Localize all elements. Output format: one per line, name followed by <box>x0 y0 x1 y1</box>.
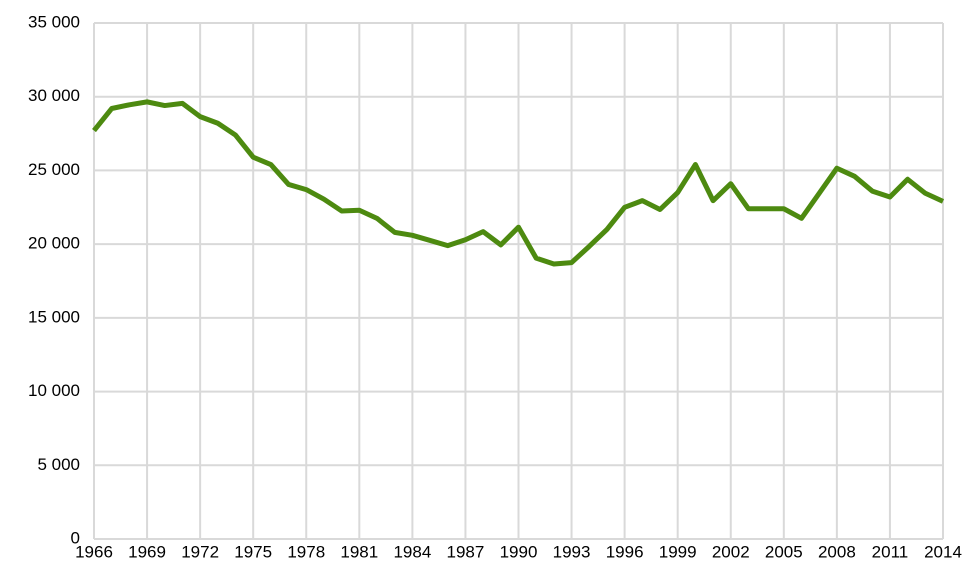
x-tick-label: 1981 <box>340 542 378 561</box>
x-tick-label: 1969 <box>128 542 166 561</box>
y-tick-label: 25 000 <box>28 160 80 179</box>
y-tick-label: 30 000 <box>28 86 80 105</box>
x-tick-label: 1984 <box>393 542 431 561</box>
x-tick-label: 1966 <box>75 542 113 561</box>
x-tick-label: 1987 <box>447 542 485 561</box>
x-tick-label: 2011 <box>872 542 909 561</box>
x-tick-label: 1978 <box>287 542 325 561</box>
y-tick-label: 5 000 <box>37 455 80 474</box>
x-tick-label: 1999 <box>659 542 697 561</box>
x-tick-label: 2005 <box>765 542 803 561</box>
x-tick-label: 1993 <box>553 542 591 561</box>
y-tick-label: 20 000 <box>28 234 80 253</box>
y-tick-label: 35 000 <box>28 12 80 31</box>
x-tick-label: 2014 <box>924 542 962 561</box>
x-tick-label: 1975 <box>234 542 272 561</box>
data-line <box>92 99 945 267</box>
x-tick-label: 2002 <box>712 542 750 561</box>
y-tick-label: 0 <box>71 528 80 547</box>
x-tick-label: 1972 <box>181 542 219 561</box>
x-tick-label: 2008 <box>818 542 856 561</box>
x-tick-label: 1996 <box>606 542 644 561</box>
x-tick-label: 1990 <box>500 542 538 561</box>
y-tick-label: 10 000 <box>28 381 80 400</box>
y-tick-label: 15 000 <box>28 307 80 326</box>
